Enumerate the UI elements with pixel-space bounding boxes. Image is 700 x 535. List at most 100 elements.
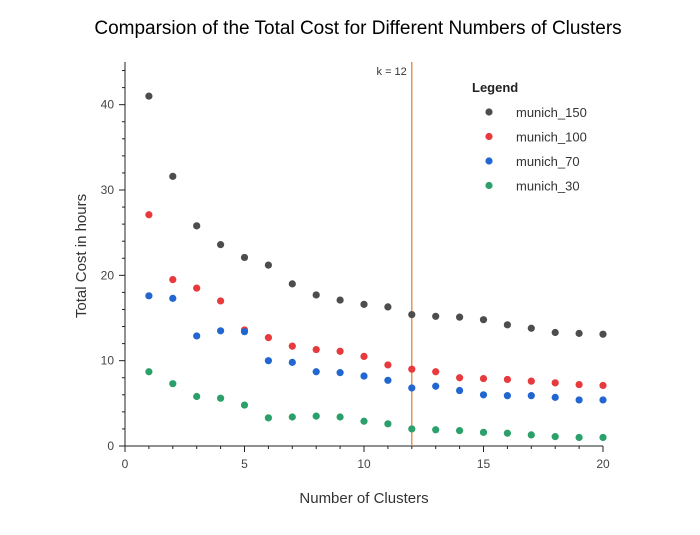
reference-line-group: k = 12: [377, 62, 413, 446]
axes: 0 5 10 15 20 0 10 20 30 40: [101, 62, 610, 471]
x-axis-title: Number of Clusters: [299, 490, 428, 507]
data-point-munich_30: [408, 425, 416, 433]
data-point-munich_30: [456, 427, 464, 435]
legend-label: munich_70: [516, 154, 580, 169]
legend-label: munich_100: [516, 130, 587, 145]
data-point-munich_30: [360, 417, 368, 425]
data-point-munich_100: [551, 379, 559, 387]
data-point-munich_150: [408, 310, 416, 319]
data-point-munich_70: [527, 392, 535, 400]
data-point-munich_70: [456, 386, 464, 395]
data-point-munich_70: [217, 327, 225, 335]
data-point-munich_150: [432, 312, 440, 320]
data-point-munich_150: [169, 172, 177, 180]
data-point-munich_100: [217, 297, 225, 305]
data-point-munich_100: [456, 374, 464, 382]
data-point-munich_150: [145, 92, 153, 100]
data-point-munich_30: [288, 413, 296, 421]
legend-marker: [485, 132, 493, 141]
data-point-munich_150: [217, 241, 225, 249]
data-point-munich_100: [575, 380, 583, 389]
data-point-munich_100: [145, 211, 153, 219]
data-point-munich_100: [193, 284, 201, 292]
data-point-munich_150: [336, 296, 344, 304]
data-point-munich_70: [336, 369, 344, 377]
data-point-munich_100: [503, 375, 511, 384]
data-point-munich_150: [240, 253, 249, 262]
data-point-munich_150: [193, 222, 201, 230]
y-tick-label: 20: [101, 268, 115, 282]
data-point-munich_100: [408, 365, 416, 373]
data-point-munich_100: [599, 381, 607, 390]
data-point-munich_70: [288, 358, 296, 366]
data-point-munich_70: [479, 391, 488, 399]
data-point-munich_70: [432, 382, 440, 390]
data-point-munich_30: [193, 392, 201, 401]
data-point-munich_30: [336, 413, 344, 421]
data-point-munich_30: [551, 433, 559, 441]
y-tick-label: 10: [101, 354, 115, 368]
data-point-munich_150: [575, 329, 583, 337]
data-point-munich_70: [264, 357, 272, 365]
legend-title: Legend: [472, 80, 518, 95]
data-point-munich_150: [456, 313, 464, 321]
x-tick-label: 20: [596, 457, 610, 471]
data-point-munich_100: [384, 361, 392, 369]
data-points: [145, 92, 607, 442]
data-point-munich_100: [264, 334, 272, 342]
data-point-munich_100: [479, 374, 488, 383]
x-tick-label: 5: [241, 457, 248, 471]
y-tick-label: 40: [101, 98, 115, 112]
data-point-munich_100: [432, 368, 440, 376]
x-tick-label: 15: [477, 457, 491, 471]
data-point-munich_150: [599, 330, 607, 338]
data-point-munich_100: [336, 347, 344, 355]
data-point-munich_30: [575, 433, 583, 442]
data-point-munich_70: [384, 376, 392, 384]
data-point-munich_150: [503, 321, 511, 329]
data-point-munich_30: [145, 368, 153, 376]
data-point-munich_70: [408, 384, 416, 392]
data-point-munich_70: [503, 392, 511, 400]
legend-label: munich_30: [516, 179, 580, 194]
legend: Legend munich_150 munich_100 munich_70munic…: [472, 80, 587, 194]
data-point-munich_30: [479, 428, 488, 436]
data-point-munich_150: [551, 328, 559, 337]
data-point-munich_150: [312, 291, 320, 299]
data-point-munich_30: [384, 420, 392, 428]
data-point-munich_100: [527, 377, 535, 385]
data-point-munich_70: [240, 328, 249, 336]
data-point-munich_100: [169, 276, 177, 284]
data-point-munich_100: [312, 345, 320, 354]
data-point-munich_150: [479, 316, 488, 324]
data-point-munich_70: [360, 372, 368, 380]
data-point-munich_150: [527, 324, 535, 332]
x-tick-label: 0: [122, 457, 129, 471]
data-point-munich_150: [288, 280, 296, 288]
legend-marker: [485, 157, 493, 165]
data-point-munich_30: [240, 401, 249, 409]
y-tick-label: 0: [107, 439, 114, 453]
y-tick-label: 30: [101, 183, 115, 197]
legend-label: munich_150: [516, 105, 587, 120]
legend-marker: [485, 181, 493, 190]
y-axis-title: Total Cost in hours: [73, 194, 90, 318]
data-point-munich_150: [360, 300, 368, 308]
reference-line-label: k = 12: [377, 66, 407, 78]
data-point-munich_70: [145, 292, 153, 300]
data-point-munich_30: [599, 433, 607, 442]
legend-marker: [485, 108, 493, 116]
data-point-munich_30: [169, 380, 177, 388]
data-point-munich_150: [264, 261, 272, 269]
data-point-munich_70: [312, 368, 320, 376]
data-point-munich_150: [384, 303, 392, 311]
x-tick-label: 10: [357, 457, 371, 471]
data-point-munich_30: [264, 414, 272, 422]
data-point-munich_70: [599, 396, 607, 404]
data-point-munich_30: [503, 429, 511, 437]
data-point-munich_30: [312, 412, 320, 420]
data-point-munich_70: [193, 332, 201, 340]
data-point-munich_70: [575, 396, 583, 404]
chart-title: Comparsion of the Total Cost for Differe…: [94, 18, 622, 39]
